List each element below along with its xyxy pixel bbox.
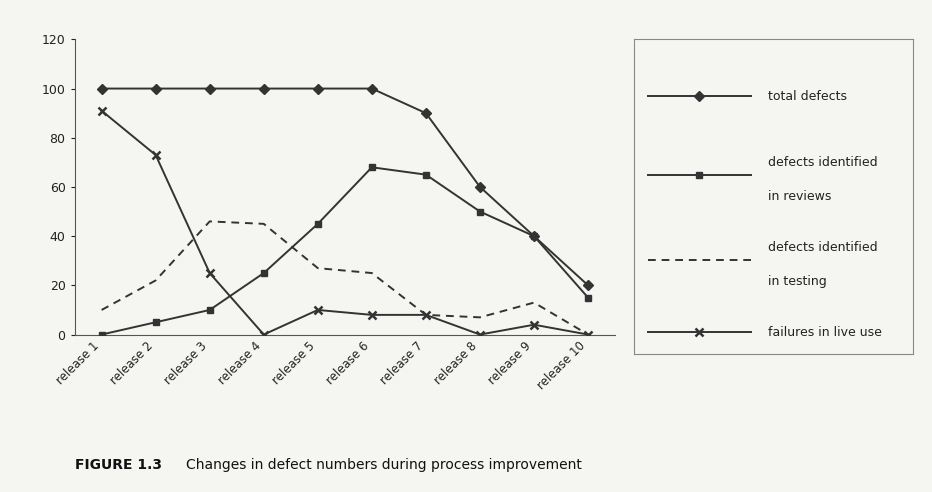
Text: Changes in defect numbers during process improvement: Changes in defect numbers during process… (186, 459, 582, 472)
Text: FIGURE 1.3: FIGURE 1.3 (75, 459, 161, 472)
Text: total defects: total defects (768, 90, 847, 102)
Text: failures in live use: failures in live use (768, 326, 882, 338)
Text: defects identified: defects identified (768, 241, 878, 254)
Text: in testing: in testing (768, 276, 827, 288)
Text: defects identified: defects identified (768, 155, 878, 169)
Text: in reviews: in reviews (768, 190, 831, 203)
